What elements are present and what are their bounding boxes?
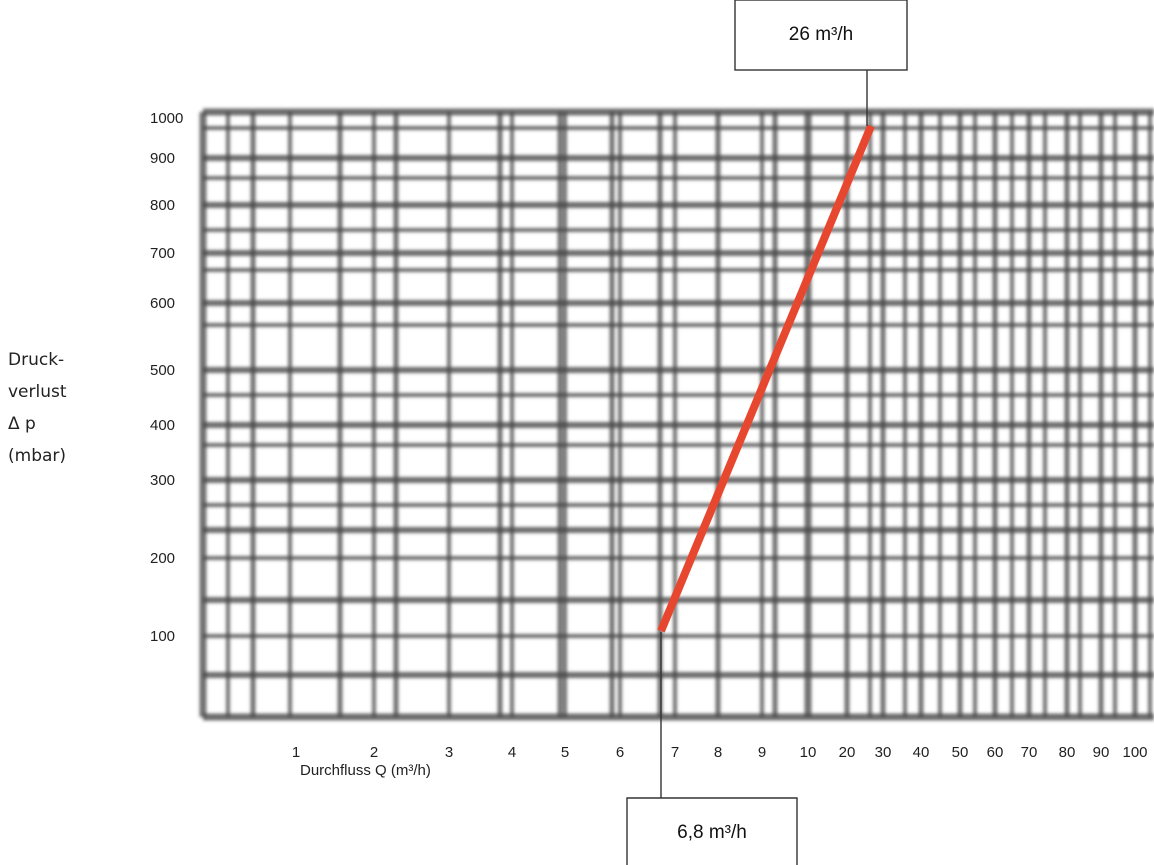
x-tick-label: 2 (370, 744, 378, 761)
x-tick-label: 40 (913, 744, 930, 761)
y-axis-label: Druck- verlust Δ p (mbar) (8, 350, 67, 466)
x-tick-label: 20 (839, 744, 856, 761)
y-tick-label: 300 (150, 472, 175, 489)
y-tick-label: 800 (150, 197, 175, 214)
y-tick-label: 100 (150, 628, 175, 645)
y-axis-label-line: verlust (8, 382, 67, 402)
y-tick-label: 200 (150, 550, 175, 567)
x-tick-label: 60 (987, 744, 1004, 761)
chart-axes: 1000 900 800 700 600 500 400 300 200 100 1 2 3 4 5 6 7 8 9… (150, 110, 1148, 761)
x-tick-label: 30 (875, 744, 892, 761)
x-tick-label: 100 (1122, 744, 1147, 761)
x-tick-label: 7 (671, 744, 679, 761)
y-tick-label: 700 (150, 245, 175, 262)
x-axis-label: Durchfluss Q (m³/h) (300, 762, 431, 779)
chart-callouts: 26 m³/h 6,8 m³/h (626, 0, 908, 865)
x-tick-label: 10 (800, 744, 817, 761)
x-tick-label: 80 (1059, 744, 1076, 761)
x-tick-label: 70 (1021, 744, 1038, 761)
y-tick-label: 500 (150, 362, 175, 379)
y-axis-label-line: (mbar) (8, 446, 66, 466)
x-tick-label: 8 (714, 744, 722, 761)
callout-label: 26 m³/h (789, 24, 853, 45)
chart-grid (199, 108, 1154, 721)
y-axis-label-line: Δ p (8, 414, 36, 434)
callout-label: 6,8 m³/h (677, 822, 747, 843)
x-tick-label: 1 (292, 744, 300, 761)
y-axis-label-line: Druck- (8, 350, 64, 370)
y-tick-label: 900 (150, 150, 175, 167)
callout-box (626, 797, 798, 865)
x-tick-label: 3 (445, 744, 453, 761)
y-tick-label: 600 (150, 295, 175, 312)
y-tick-label: 1000 (150, 110, 183, 127)
x-tick-label: 9 (758, 744, 766, 761)
x-tick-label: 4 (508, 744, 516, 761)
x-tick-label: 6 (616, 744, 624, 761)
callout-box (734, 0, 908, 71)
series-line (657, 124, 875, 633)
x-tick-label: 50 (952, 744, 969, 761)
y-tick-label: 400 (150, 417, 175, 434)
x-tick-label: 5 (561, 744, 569, 761)
chart-series (657, 124, 875, 633)
x-tick-label: 90 (1093, 744, 1110, 761)
